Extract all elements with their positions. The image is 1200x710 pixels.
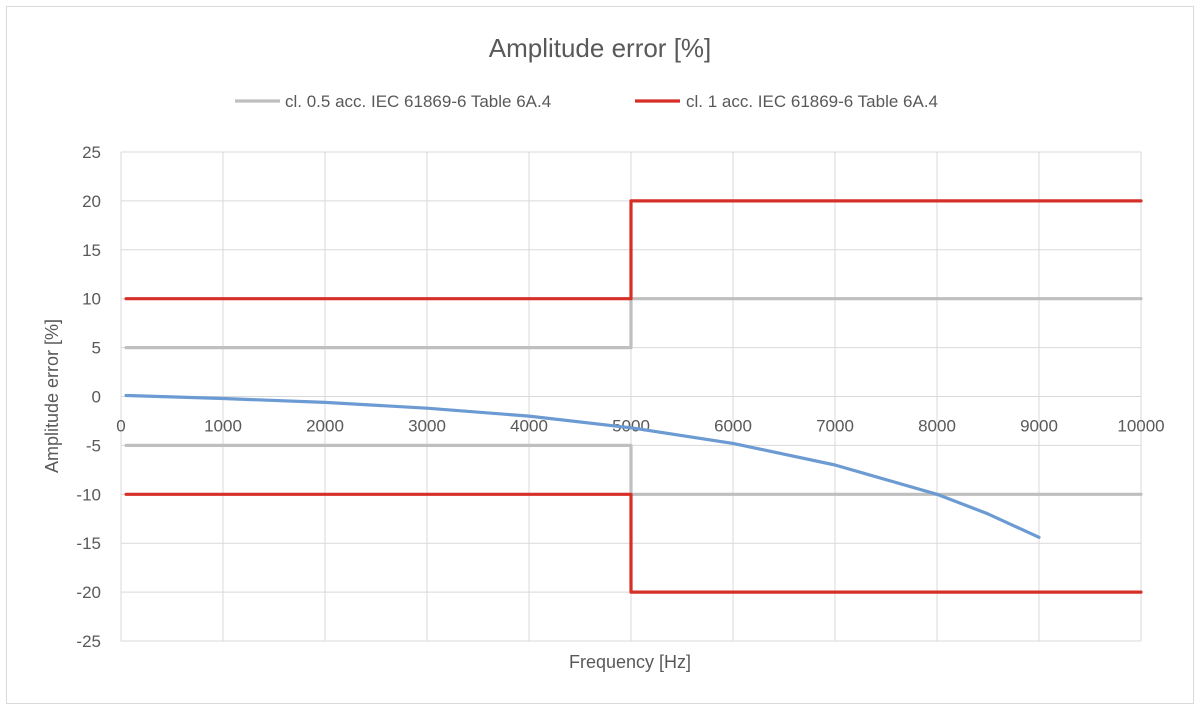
legend-label: cl. 0.5 acc. IEC 61869-6 Table 6A.4 — [285, 92, 551, 111]
series-lines — [124, 199, 1143, 594]
x-axis-ticks: 0 1000 2000 3000 4000 5000 6000 7000 8000 9000 100… — [116, 417, 1164, 436]
series-line — [124, 199, 1143, 301]
y-axis-label: Amplitude error [%] — [42, 319, 62, 473]
x-tick-label: 4000 — [510, 417, 548, 436]
x-tick-label: 0 — [116, 417, 125, 436]
x-tick-label: 9000 — [1020, 417, 1058, 436]
series-line — [124, 492, 1143, 594]
y-tick-label: 15 — [82, 241, 101, 260]
y-tick-label: -20 — [76, 583, 101, 602]
series-line — [124, 297, 1143, 350]
x-tick-label: 6000 — [714, 417, 752, 436]
x-tick-label: 8000 — [918, 417, 956, 436]
series-line — [124, 393, 1041, 539]
x-tick-label: 7000 — [816, 417, 854, 436]
y-tick-label: 10 — [82, 290, 101, 309]
x-tick-label: 2000 — [306, 417, 344, 436]
y-tick-label: -25 — [76, 632, 101, 651]
legend: cl. 0.5 acc. IEC 61869-6 Table 6A.4 cl. 1… — [235, 92, 938, 111]
x-tick-label: 10000 — [1117, 417, 1164, 436]
chart-frame — [6, 6, 1194, 704]
legend-label: cl. 1 acc. IEC 61869-6 Table 6A.4 — [686, 92, 938, 111]
y-axis-ticks: 25 20 15 10 5 0 -5 -10 -15 -20 -25 — [76, 143, 101, 651]
series-line — [124, 443, 1143, 496]
y-tick-label: -15 — [76, 534, 101, 553]
y-tick-label: 20 — [82, 192, 101, 211]
y-tick-label: 0 — [92, 388, 101, 407]
y-tick-label: -10 — [76, 485, 101, 504]
y-tick-label: 5 — [92, 339, 101, 358]
x-axis-label: Frequency [Hz] — [569, 652, 691, 672]
x-tick-label: 3000 — [408, 417, 446, 436]
x-tick-label: 1000 — [204, 417, 242, 436]
y-tick-label: -5 — [86, 436, 101, 455]
y-tick-label: 25 — [82, 143, 101, 162]
chart-title: Amplitude error [%] — [489, 33, 712, 63]
